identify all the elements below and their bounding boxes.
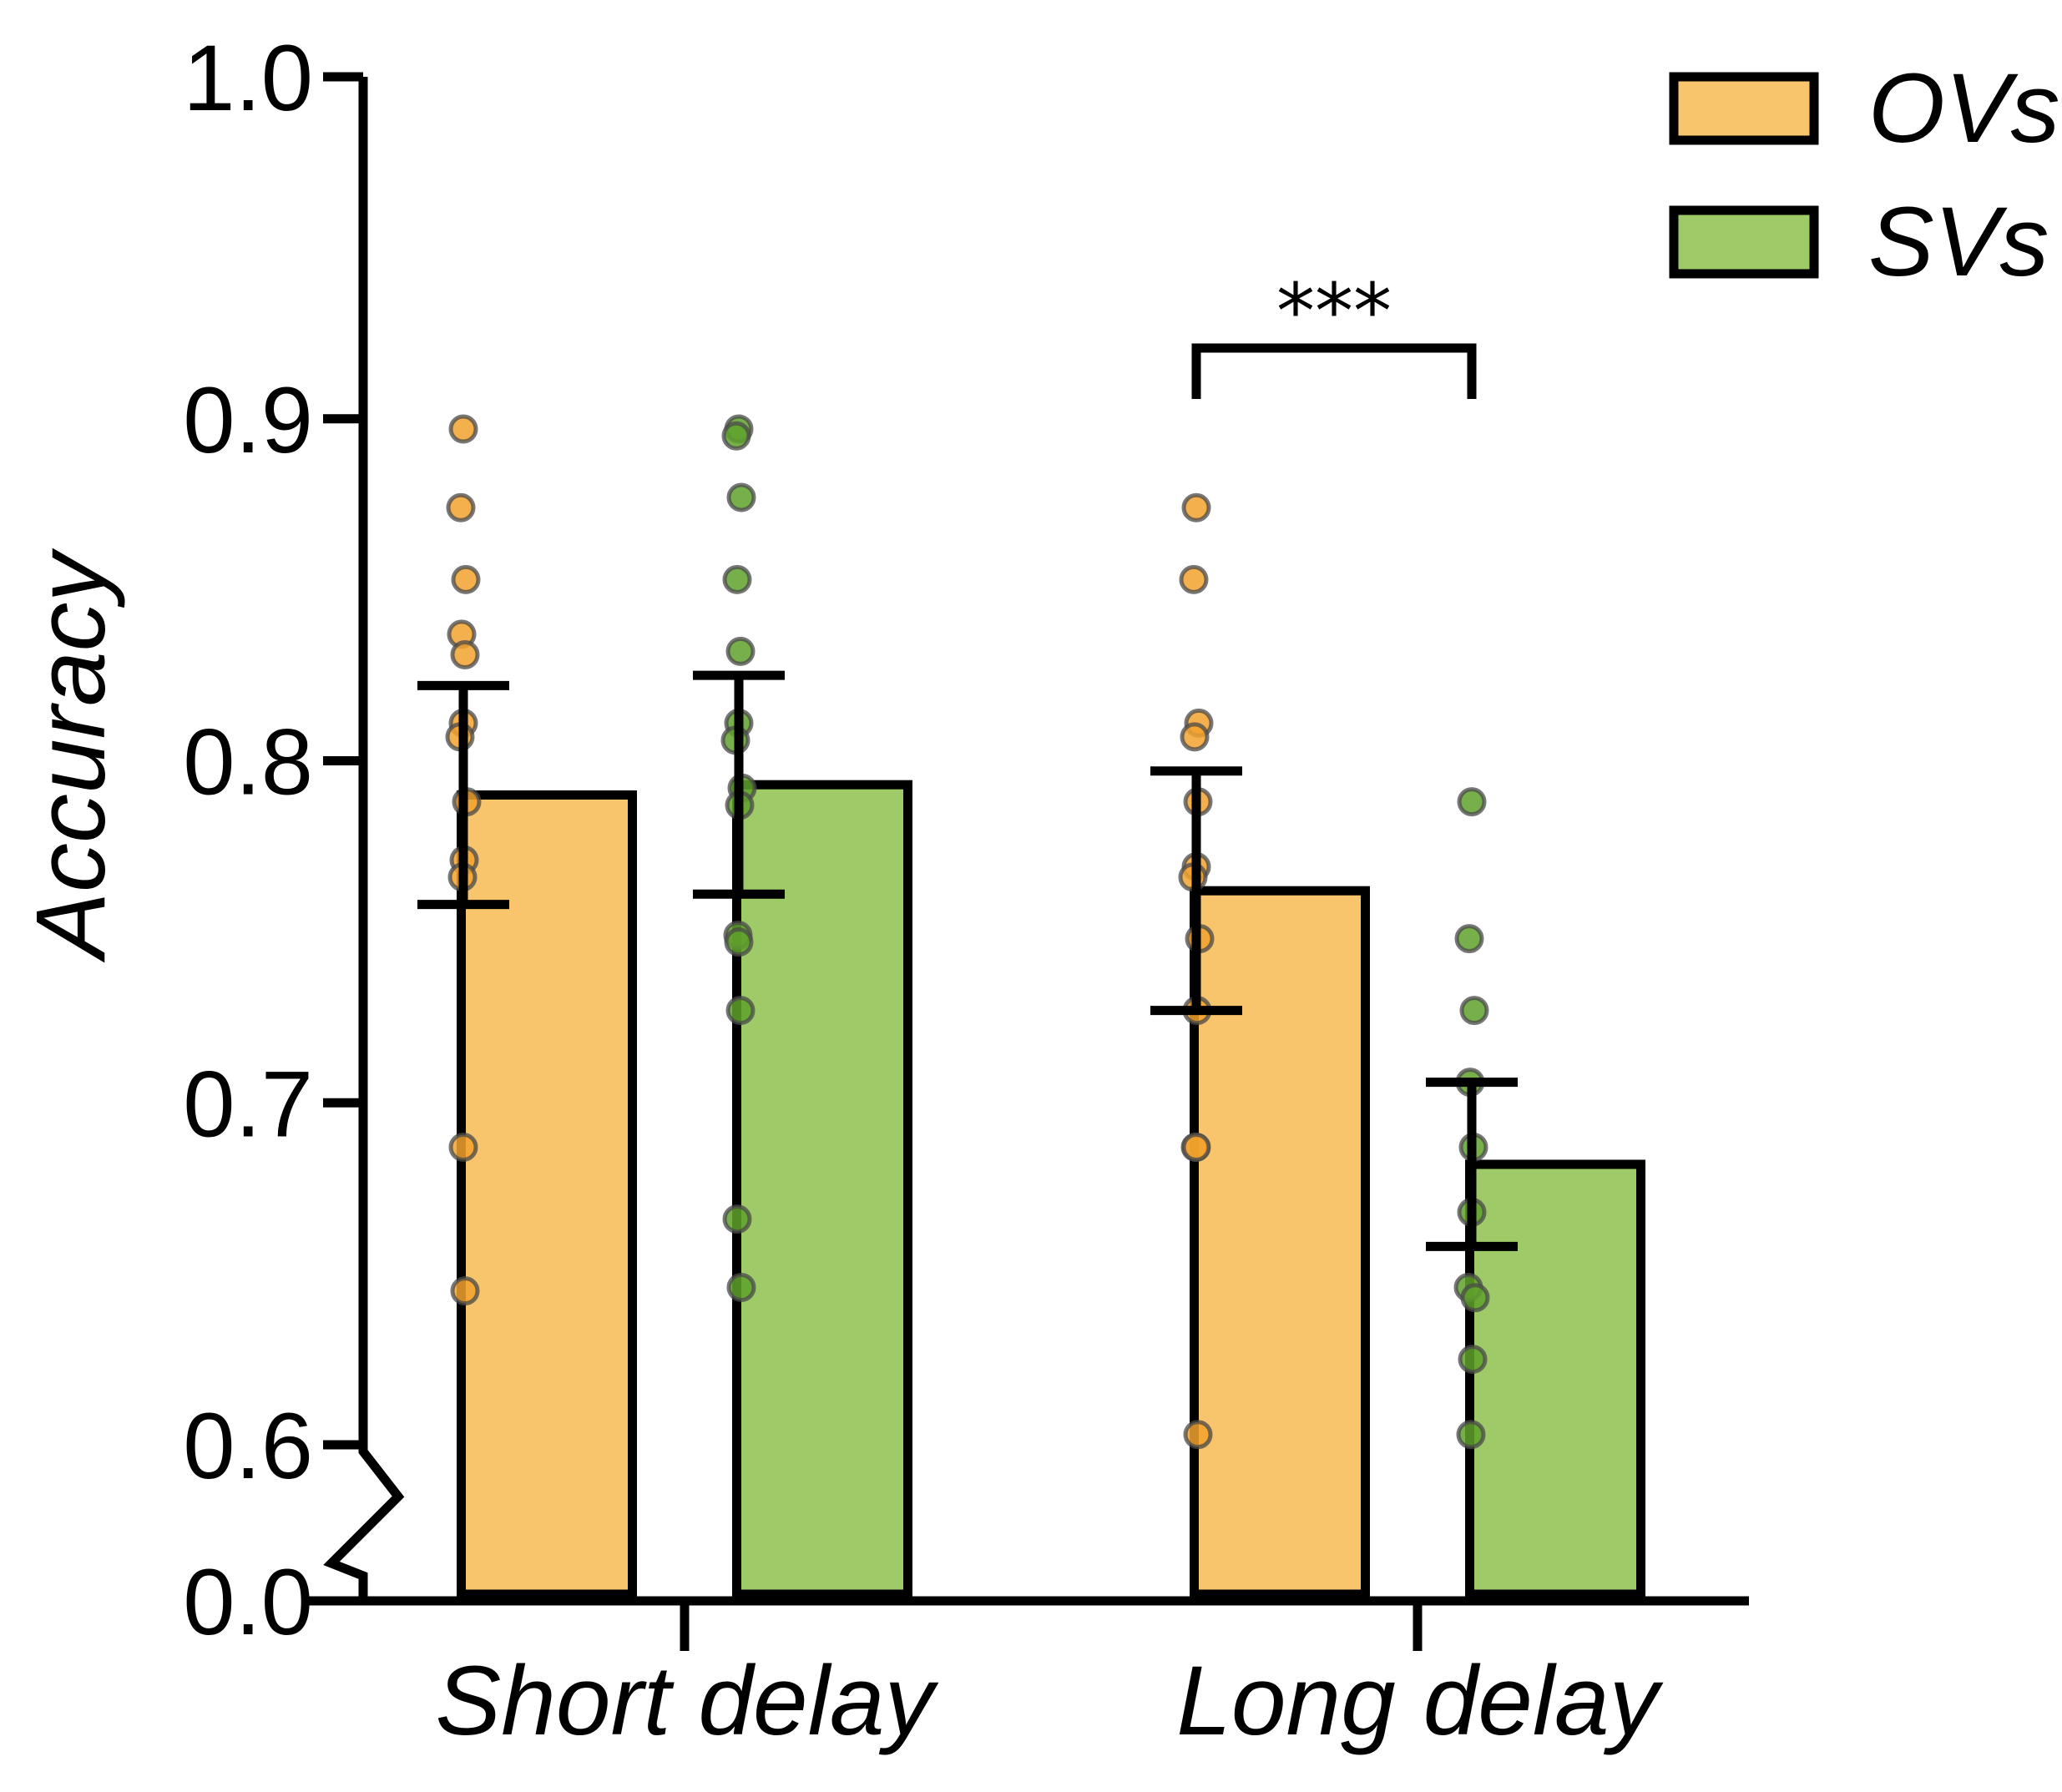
- axes-layer: 0.0 0.6 0.7 0.8 0.9 1.0 Accuracy Short delay Lon…: [16, 26, 1749, 1756]
- point-svs-short-delay-2: [726, 482, 756, 512]
- point-svs-long-delay-0: [1457, 787, 1487, 817]
- point-svs-short-delay-3: [722, 564, 752, 594]
- point-ovs-short-delay-2: [451, 564, 481, 594]
- point-svs-long-delay-1: [1454, 924, 1484, 954]
- bars-layer: [457, 780, 1645, 1599]
- y-tick-label-1-0: 1.0: [183, 26, 313, 130]
- legend-label-ovs: OVs: [1868, 53, 2060, 164]
- point-ovs-short-delay-10: [448, 1133, 478, 1163]
- significance-bracket-0: [1191, 343, 1477, 399]
- y-tick-label-0-9: 0.9: [183, 368, 313, 472]
- y-axis-title: Accuracy: [16, 548, 126, 962]
- y-tick-label-0-6: 0.6: [183, 1394, 313, 1498]
- bar-svs-long-delay: [1465, 1159, 1645, 1599]
- annotation-layer: ***: [1191, 267, 1477, 399]
- point-ovs-short-delay-11: [450, 1276, 480, 1306]
- point-ovs-short-delay-1: [446, 492, 476, 522]
- legend: OVs SVs: [1669, 53, 2060, 297]
- point-svs-short-delay-10: [724, 927, 754, 957]
- x-label-long-delay: Long delay: [1176, 1646, 1663, 1756]
- bar-ovs-short-delay: [457, 790, 637, 1599]
- y-tick-label-0-0: 0.0: [183, 1550, 313, 1654]
- point-ovs-long-delay-1: [1179, 564, 1209, 594]
- bar-svs-short-delay: [732, 780, 912, 1599]
- y-tick-label-0-7: 0.7: [183, 1052, 313, 1156]
- point-svs-long-delay-2: [1459, 996, 1489, 1026]
- point-svs-short-delay-11: [725, 996, 756, 1026]
- legend-swatch-svs: [1669, 205, 1819, 279]
- point-ovs-short-delay-0: [448, 414, 478, 444]
- error-bars-layer: [417, 670, 1518, 1251]
- point-svs-short-delay-1: [721, 421, 751, 451]
- legend-label-svs: SVs: [1868, 187, 2049, 297]
- point-ovs-long-delay-3: [1180, 722, 1210, 752]
- point-svs-short-delay-4: [725, 636, 756, 666]
- point-ovs-short-delay-4: [450, 639, 480, 669]
- point-svs-long-delay-7: [1460, 1283, 1490, 1313]
- x-label-short-delay: Short delay: [436, 1646, 939, 1756]
- point-svs-short-delay-12: [722, 1204, 752, 1234]
- point-ovs-long-delay-0: [1181, 492, 1211, 522]
- point-svs-short-delay-13: [726, 1273, 756, 1303]
- point-svs-long-delay-9: [1456, 1420, 1486, 1450]
- point-svs-long-delay-8: [1458, 1345, 1488, 1375]
- legend-swatch-ovs: [1669, 72, 1819, 145]
- point-ovs-long-delay-10: [1181, 1133, 1211, 1163]
- y-axis-line: [323, 77, 405, 1601]
- significance-label-0: ***: [1276, 267, 1392, 356]
- y-tick-label-0-8: 0.8: [183, 710, 313, 815]
- points-layer: [445, 414, 1490, 1450]
- point-ovs-long-delay-11: [1183, 1420, 1213, 1450]
- bar-ovs-long-delay: [1190, 886, 1370, 1599]
